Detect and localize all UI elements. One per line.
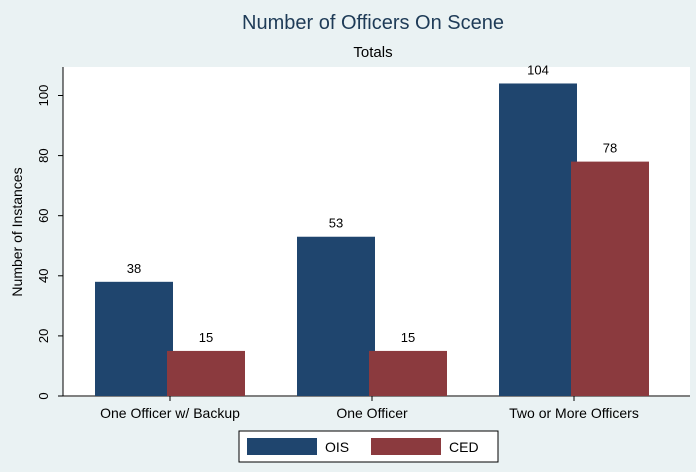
- chart-subtitle: Totals: [353, 44, 392, 61]
- data-label: 104: [527, 62, 549, 77]
- bar-ced: [571, 161, 649, 396]
- data-labels-group: 38 15 53 15 104 78: [127, 62, 617, 344]
- bar-ced: [167, 350, 245, 396]
- bars-group: [95, 83, 649, 396]
- legend: OIS CED: [238, 430, 499, 463]
- data-label: 78: [603, 141, 617, 156]
- ticks-group: 0 20 40 60 80 100 One Officer w/ Backup One Off…: [36, 85, 639, 421]
- bar-ois: [95, 281, 173, 396]
- legend-swatch-ced: [371, 438, 441, 455]
- x-tick-label: One Officer: [336, 405, 408, 421]
- data-label: 53: [329, 216, 343, 231]
- y-tick-label: 20: [36, 329, 51, 343]
- data-label: 15: [401, 330, 415, 345]
- x-tick-label: Two or More Officers: [509, 405, 639, 421]
- legend-swatch-ois: [247, 438, 317, 455]
- legend-label-ced: CED: [449, 439, 479, 455]
- bar-ced: [369, 350, 447, 396]
- y-tick-label: 100: [36, 85, 51, 107]
- x-tick-label: One Officer w/ Backup: [100, 405, 240, 421]
- y-axis-label: Number of Instances: [9, 167, 25, 296]
- y-tick-label: 80: [36, 148, 51, 162]
- y-tick-label: 0: [36, 392, 51, 399]
- bar-ois: [499, 83, 577, 396]
- data-label: 38: [127, 261, 141, 276]
- y-tick-label: 60: [36, 208, 51, 222]
- chart-title: Number of Officers On Scene: [242, 12, 504, 34]
- data-label: 15: [199, 330, 213, 345]
- y-tick-label: 40: [36, 269, 51, 283]
- legend-label-ois: OIS: [325, 439, 349, 455]
- bar-ois: [297, 236, 375, 396]
